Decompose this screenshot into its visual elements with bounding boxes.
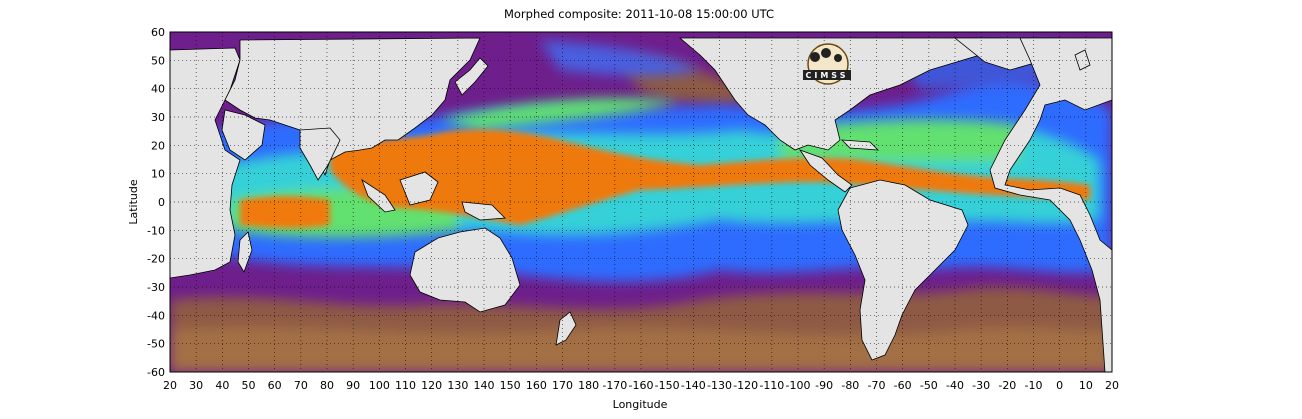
x-tick-label: -60: [894, 379, 912, 392]
x-tick-label: 170: [552, 379, 573, 392]
x-tick-label: -90: [815, 379, 833, 392]
x-tick-label: 90: [346, 379, 360, 392]
y-tick-label: 40: [151, 83, 165, 96]
y-tick-label: -40: [147, 309, 165, 322]
y-axis-label: Latitude: [127, 179, 140, 225]
x-tick-label: 140: [474, 379, 495, 392]
x-tick-label: 40: [215, 379, 229, 392]
europe-africa-east-land: [989, 37, 1112, 372]
cuba-land: [840, 139, 880, 151]
x-tick-label: -50: [920, 379, 938, 392]
x-tick-label: -120: [733, 379, 758, 392]
central-america-land: [798, 149, 853, 193]
cimss-logo: CIMSS: [803, 43, 851, 85]
x-tick-label: 150: [500, 379, 521, 392]
africa-land: [170, 47, 241, 279]
y-tick-label: 60: [151, 26, 165, 39]
x-tick-label: -140: [681, 379, 706, 392]
new-guinea-land: [461, 201, 506, 221]
x-tick-label: 100: [369, 379, 390, 392]
x-tick-label: 160: [526, 379, 547, 392]
x-tick-label: -130: [707, 379, 732, 392]
plot-frame: [169, 31, 1113, 373]
borneo-land: [399, 171, 439, 206]
new-zealand-land: [555, 311, 577, 346]
y-tick-label: 20: [151, 139, 165, 152]
wet-itcz-band: [240, 129, 1090, 229]
x-tick-label: 120: [421, 379, 442, 392]
y-tick-label: -30: [147, 281, 165, 294]
x-tick-label: -110: [759, 379, 784, 392]
x-tick-label: -10: [1025, 379, 1043, 392]
x-tick-label: 60: [268, 379, 282, 392]
x-tick-label: 70: [294, 379, 308, 392]
x-tick-label: -40: [946, 379, 964, 392]
x-tick-label: 20: [1105, 379, 1119, 392]
y-tick-label: -60: [147, 366, 165, 379]
x-axis-ticks: 20 30 40 50 60 70 80 90 100 110 120 130 140 150 160 170…: [163, 379, 1119, 392]
north-america-land: [678, 37, 1002, 151]
logo-text: CIMSS: [806, 71, 849, 80]
chart-title: Morphed composite: 2011-10-08 15:00:00 U…: [504, 7, 774, 21]
x-tick-label: -30: [972, 379, 990, 392]
x-axis-label: Longitude: [613, 398, 668, 411]
y-tick-label: 10: [151, 168, 165, 181]
x-tick-label: -70: [868, 379, 886, 392]
x-tick-label: -160: [629, 379, 654, 392]
x-tick-label: -80: [841, 379, 859, 392]
y-tick-label: -10: [147, 224, 165, 237]
x-tick-label: 50: [242, 379, 256, 392]
grid-lines: [170, 32, 1112, 372]
map-field: [170, 32, 1112, 372]
x-tick-label: 10: [1079, 379, 1093, 392]
x-tick-label: 30: [189, 379, 203, 392]
y-axis-ticks: 60 50 40 30 20 10 0 -10 -20 -30 -40 -50 -60: [147, 26, 165, 379]
y-tick-label: 30: [151, 111, 165, 124]
australia-land: [409, 227, 521, 313]
x-tick-label: 0: [1056, 379, 1063, 392]
x-tick-label: -100: [786, 379, 811, 392]
sumatra-land: [361, 178, 396, 213]
x-tick-label: -150: [655, 379, 680, 392]
x-tick-label: -20: [998, 379, 1016, 392]
x-tick-label: 110: [395, 379, 416, 392]
y-tick-label: 0: [158, 196, 165, 209]
japan-land: [454, 57, 489, 96]
india-land: [299, 127, 341, 181]
x-tick-label: 80: [320, 379, 334, 392]
x-tick-label: -170: [602, 379, 627, 392]
x-tick-label: 130: [447, 379, 468, 392]
x-tick-label: 180: [578, 379, 599, 392]
x-tick-label: 20: [163, 379, 177, 392]
y-tick-label: 50: [151, 54, 165, 67]
y-tick-label: -20: [147, 253, 165, 266]
y-tick-label: -50: [147, 338, 165, 351]
